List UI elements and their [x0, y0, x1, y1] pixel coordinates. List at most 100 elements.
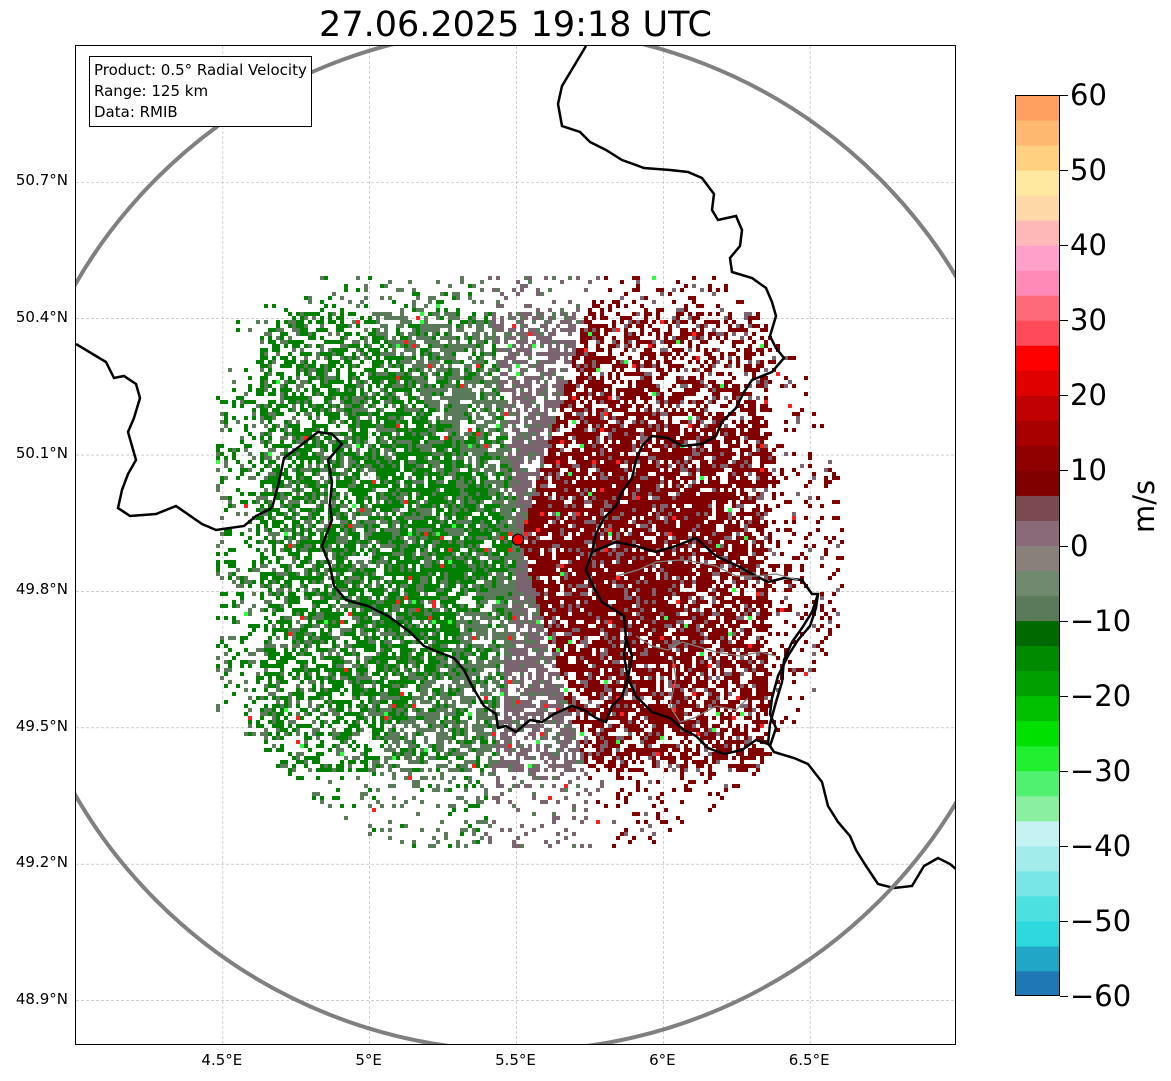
echo-cell [672, 452, 676, 456]
echo-cell [636, 512, 640, 516]
echo-cell [648, 364, 652, 368]
echo-cell [416, 328, 420, 332]
echo-cell [400, 492, 404, 496]
echo-cell [560, 488, 564, 492]
echo-cell [808, 464, 812, 468]
echo-cell [380, 436, 384, 440]
echo-cell [428, 364, 432, 368]
echo-cell [336, 380, 340, 384]
echo-cell [388, 444, 392, 448]
echo-cell [656, 388, 660, 392]
echo-cell [424, 460, 428, 464]
echo-cell [388, 372, 392, 376]
echo-cell [376, 492, 380, 496]
echo-cell [616, 344, 620, 348]
echo-cell [632, 364, 636, 368]
echo-cell [512, 464, 516, 468]
echo-cell [300, 476, 304, 480]
echo-cell [708, 400, 712, 404]
echo-cell [392, 316, 396, 320]
echo-cell [720, 516, 724, 520]
echo-cell [668, 340, 672, 344]
echo-cell [512, 380, 516, 384]
echo-cell [452, 376, 456, 380]
echo-cell [744, 332, 748, 336]
echo-cell [440, 468, 444, 472]
echo-cell [400, 308, 404, 312]
echo-cell [404, 420, 408, 424]
echo-cell [716, 412, 720, 416]
echo-cell [784, 452, 788, 456]
echo-cell [276, 372, 280, 376]
echo-cell [624, 416, 628, 420]
echo-cell [468, 444, 472, 448]
echo-cell [304, 456, 308, 460]
echo-cell [524, 404, 528, 408]
echo-cell [412, 348, 416, 352]
echo-cell [612, 492, 616, 496]
echo-cell [684, 384, 688, 388]
echo-cell [456, 416, 460, 420]
echo-cell [272, 340, 276, 344]
echo-cell [548, 288, 552, 292]
echo-cell [328, 416, 332, 420]
echo-cell [724, 364, 728, 368]
echo-cell [776, 480, 780, 484]
echo-cell [556, 520, 560, 524]
echo-cell [272, 476, 276, 480]
echo-cell [756, 424, 760, 428]
echo-cell [568, 416, 572, 420]
echo-cell [592, 520, 596, 524]
echo-cell [500, 292, 504, 296]
echo-cell [476, 340, 480, 344]
echo-cell [608, 468, 612, 472]
echo-cell [652, 476, 656, 480]
echo-cell [672, 364, 676, 368]
echo-cell [568, 392, 572, 396]
echo-cell [468, 344, 472, 348]
echo-cell [264, 384, 268, 388]
echo-cell [732, 332, 736, 336]
echo-cell [708, 484, 712, 488]
echo-cell [552, 340, 556, 344]
echo-cell [764, 508, 768, 512]
echo-cell [472, 516, 476, 520]
echo-cell [464, 504, 468, 508]
echo-cell [488, 468, 492, 472]
echo-cell [600, 508, 604, 512]
echo-cell [408, 376, 412, 380]
echo-cell [544, 396, 548, 400]
echo-cell [616, 428, 620, 432]
echo-cell [728, 484, 732, 488]
echo-cell [532, 416, 536, 420]
echo-cell [604, 500, 608, 504]
echo-cell [344, 348, 348, 352]
echo-cell [520, 396, 524, 400]
radar-map[interactable] [75, 45, 956, 1045]
echo-cell [276, 496, 280, 500]
echo-cell [620, 448, 624, 452]
echo-cell [516, 448, 520, 452]
echo-cell [412, 500, 416, 504]
echo-cell [556, 420, 560, 424]
echo-cell [408, 412, 412, 416]
echo-cell [540, 412, 544, 416]
echo-cell [504, 468, 508, 472]
echo-cell [584, 384, 588, 388]
echo-cell [620, 280, 624, 284]
echo-cell [444, 452, 448, 456]
echo-cell [588, 332, 592, 336]
echo-cell [592, 440, 596, 444]
echo-cell [412, 292, 416, 296]
echo-cell [460, 404, 464, 408]
echo-cell [736, 480, 740, 484]
echo-cell [540, 340, 544, 344]
echo-cell [328, 312, 332, 316]
echo-cell [776, 444, 780, 448]
echo-cell [376, 476, 380, 480]
echo-cell [296, 440, 300, 444]
echo-cell [264, 492, 268, 496]
echo-cell [548, 508, 552, 512]
echo-cell [376, 472, 380, 476]
echo-cell [688, 512, 692, 516]
